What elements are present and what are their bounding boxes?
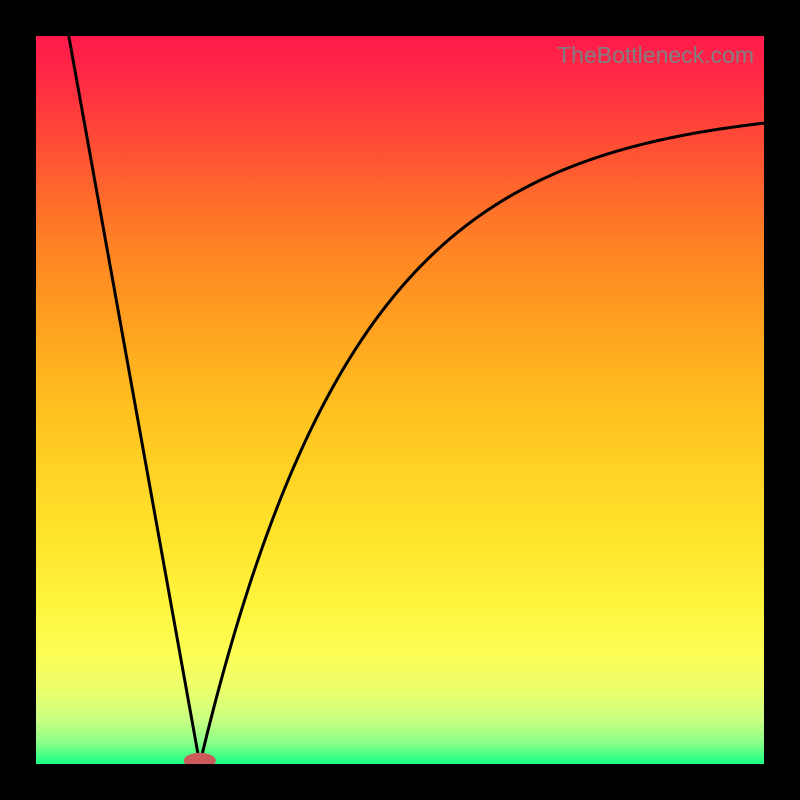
curve-layer — [36, 36, 764, 764]
marker-layer — [36, 36, 764, 764]
watermark-text: TheBottleneck.com — [557, 42, 754, 69]
dip-marker — [184, 753, 216, 764]
bottleneck-curve — [69, 36, 764, 764]
plot-area — [36, 36, 764, 764]
chart-frame: TheBottleneck.com — [0, 0, 800, 800]
